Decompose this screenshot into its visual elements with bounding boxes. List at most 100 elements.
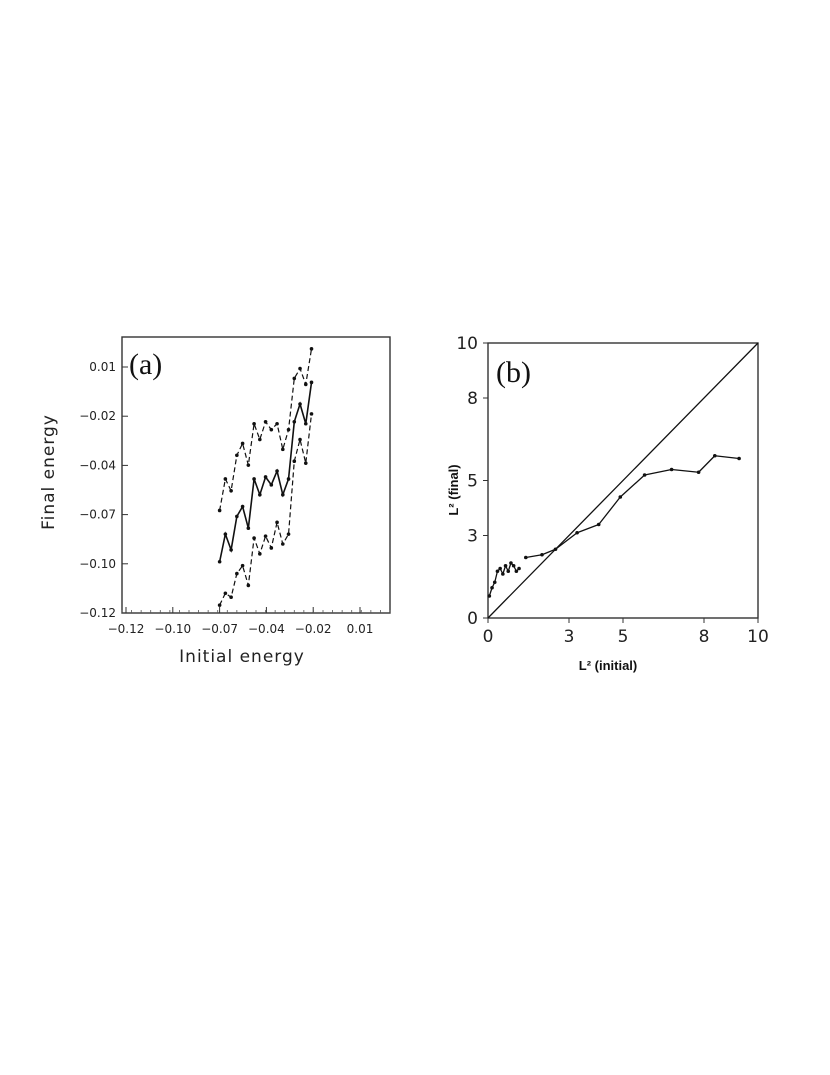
x-tick-label-b: 0 [483,627,494,647]
data-point-a [229,548,233,552]
x-tick-label-a: −0.07 [201,622,238,636]
data-point-a [269,427,274,432]
x-tick-label-b: 5 [618,627,629,647]
x-tick-label-a: −0.02 [295,622,332,636]
data-point-a [292,459,297,464]
data-point-b [487,594,492,598]
y-tick-label-b: 8 [467,389,478,409]
y-tick-label-b: 3 [467,527,478,547]
data-point-b [618,495,623,499]
data-point-a [298,366,302,371]
data-point-a [281,447,285,452]
data-point-a [286,477,291,481]
data-point-b [490,585,494,590]
data-point-a [298,437,302,442]
panel-label-b: (b) [496,356,531,389]
x-axis-label-b: L² (initial) [579,658,638,673]
y-tick-label-b: 10 [456,334,478,354]
data-point-b [669,467,674,472]
data-point-a [292,376,297,381]
data-point-a [263,475,268,479]
y-tick-label-b: 5 [467,472,478,492]
data-point-a [223,591,228,596]
x-tick-label-b: 8 [699,627,710,647]
data-point-a [303,421,308,426]
x-tick-label-a: 0.01 [347,622,374,636]
panel-label-a: (a) [129,348,162,381]
ticks-b: 0 3 5 8 10 0 3 5 8 10 [456,334,768,647]
data-point-a [217,508,222,513]
data-point-a [258,552,262,556]
data-point-a [303,382,308,387]
data-point-a [229,595,233,600]
x-tick-label-b: 10 [747,627,769,647]
data-point-a [281,492,285,497]
y-tick-label-a: −0.12 [79,606,116,620]
y-axis-label-a: Final energy [39,414,59,530]
data-point-a [281,542,285,546]
ticks-a: −0.12 −0.10 −0.07 −0.04 −0.02 0.01 0.01 −0.02 −0… [79,360,391,636]
data-point-a [240,504,245,509]
series-line-a-2 [219,413,313,606]
data-point-a [263,419,268,424]
data-point-a [269,546,274,550]
data-point-b [540,552,544,557]
data-point-a [217,603,222,607]
data-point-b [501,572,505,576]
data-point-b [495,569,500,574]
data-point-a [252,477,256,481]
data-point-a [269,483,274,487]
data-point-b [517,566,521,571]
data-point-a [292,419,297,424]
data-point-a [223,477,228,481]
data-point-b [737,456,741,461]
data-point-a [246,526,251,531]
data-point-a [309,380,314,385]
y-tick-label-a: 0.01 [89,360,116,374]
data-point-b [511,563,516,568]
data-point-a [252,536,256,540]
diagonal-line-b [487,342,759,619]
data-point-b [713,453,717,458]
data-point-a [286,532,291,536]
data-point-a [309,412,314,416]
series-b [487,342,759,619]
data-point-a [229,488,233,493]
data-point-b [524,555,528,560]
y-tick-label-a: −0.07 [79,508,116,522]
data-point-b [514,569,519,574]
data-point-b [498,566,502,571]
data-point-a [275,421,279,426]
data-point-a [252,421,256,426]
x-tick-label-a: −0.10 [154,622,191,636]
data-point-b [596,522,601,527]
data-point-b [642,473,647,477]
y-tick-label-a: −0.04 [79,458,116,472]
panel-b: 0 3 5 8 10 0 3 5 8 10 (b) L² (initial) L² (final) [446,334,769,673]
data-point-b [696,470,701,475]
data-point-a [240,441,245,446]
data-point-a [263,534,268,538]
y-tick-label-b: 0 [467,609,478,629]
data-point-a [246,583,251,588]
data-point-a [235,571,239,576]
data-point-b [506,569,511,574]
data-point-b [492,580,497,585]
y-tick-label-a: −0.10 [79,557,116,571]
data-point-a [240,563,245,568]
x-tick-label-a: −0.04 [248,622,285,636]
panel-a: −0.12 −0.10 −0.07 −0.04 −0.02 0.01 0.01 −0.02 −0… [39,336,391,667]
data-point-a [217,559,222,564]
series-a [217,347,314,607]
data-point-a [258,437,262,442]
data-point-a [246,463,251,467]
data-point-a [223,532,228,536]
data-point-a [303,461,308,465]
data-point-b [575,530,579,535]
data-point-b [509,561,513,565]
y-axis-label-b: L² (final) [446,464,461,515]
data-point-a [258,492,262,497]
data-point-a [275,520,279,525]
x-tick-label-a: −0.12 [108,622,145,636]
